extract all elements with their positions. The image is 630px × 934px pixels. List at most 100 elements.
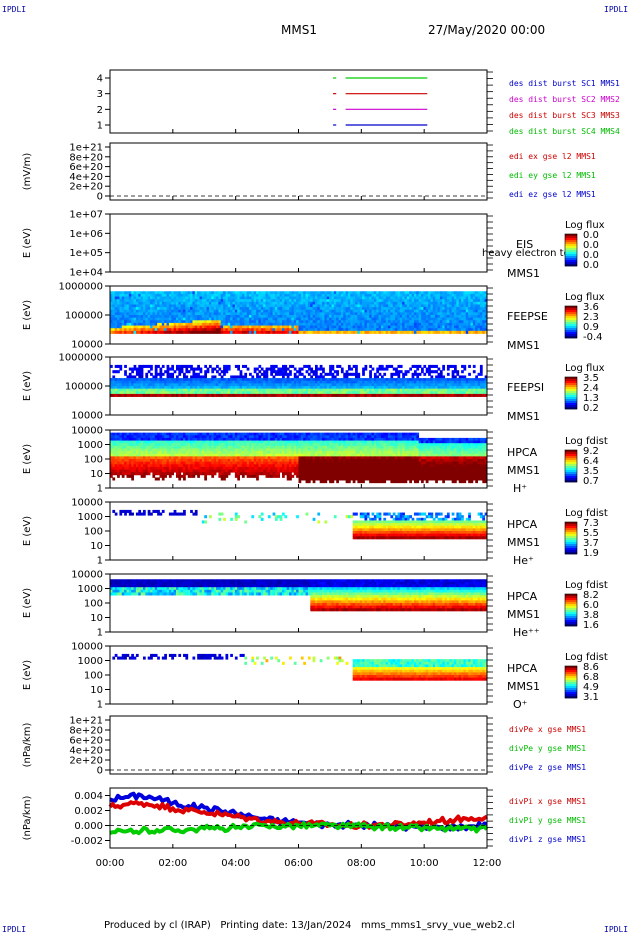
- colorbar-cell: [565, 454, 577, 457]
- legend-entry: des dist burst SC2 MMS2: [509, 95, 620, 104]
- y-tick-label: 0.004: [74, 791, 103, 802]
- colorbar-cell: [565, 264, 577, 267]
- colorbar-cell: [565, 614, 577, 617]
- footer: Produced by cl (IRAP) Printing date: 13/…: [104, 920, 515, 931]
- y-tick-label: 100: [84, 527, 103, 538]
- spectrogram-hpca_he: [112, 509, 488, 540]
- panel-eis: 1e+07 1e+06 1e+05 1e+04 E (eV) EIS MMS1 heavy e…: [22, 210, 605, 281]
- colorbar-cell: [565, 594, 577, 597]
- colorbar-tick-label: 6.4: [583, 456, 599, 467]
- colorbar-title: Log flux: [565, 363, 605, 374]
- panel-label: MMS1: [507, 536, 540, 549]
- y-tick-label: 4: [97, 74, 103, 85]
- colorbar-cell: [565, 610, 577, 613]
- y-axis-label: E (eV): [22, 228, 33, 258]
- y-tick-label: 100000: [65, 311, 103, 322]
- panel-label: EIS: [516, 238, 533, 251]
- colorbar-cell: [565, 526, 577, 529]
- y-tick-label: 1e+05: [69, 248, 103, 259]
- colorbar-cell: [565, 248, 577, 251]
- colorbar-cell: [565, 236, 577, 239]
- colorbar-cell: [565, 696, 577, 699]
- y-tick-label: 1e+21: [69, 143, 103, 154]
- colorbar-cell: [565, 393, 577, 396]
- corner-label-bottom-right: IPDLI: [604, 925, 629, 934]
- panel-label: FEEPSE: [507, 310, 548, 323]
- x-tick-label: 10:00: [410, 858, 439, 869]
- colorbar-cell: [565, 389, 577, 392]
- colorbar-cell: [565, 258, 577, 261]
- panel-hpca_o: 10000 1000 100 10 1 E (eV) HPCA MMS1 O⁺ Log fdist…: [22, 642, 608, 712]
- y-tick-label: 1000: [78, 656, 103, 667]
- y-axis-label: (nPa/km): [22, 796, 33, 841]
- panel-frame: [109, 787, 488, 849]
- y-tick-label: 10: [90, 469, 103, 480]
- y-tick-label: 10: [90, 541, 103, 552]
- y-tick-label: 100: [84, 671, 103, 682]
- colorbar-cell: [565, 616, 577, 619]
- colorbar-cell: [565, 478, 577, 481]
- colorbar-cell: [565, 250, 577, 253]
- colorbar-title: Log fdist: [565, 436, 608, 447]
- colorbar-cell: [565, 528, 577, 531]
- colorbar-tick-label: 5.5: [583, 528, 599, 539]
- y-tick-label: 2e+20: [69, 756, 103, 767]
- colorbar-cell: [565, 464, 577, 467]
- footer-filename: mms_mms1_srvy_vue_web2.cl: [360, 920, 515, 931]
- colorbar-cell: [565, 618, 577, 621]
- colorbar-cell: [565, 468, 577, 471]
- legend-entry: des dist burst SC1 MMS1: [509, 79, 620, 88]
- legend-entry: edi ey gse l2 MMS1: [509, 171, 596, 180]
- colorbar-cell: [565, 476, 577, 479]
- y-tick-label: 1e+04: [69, 268, 103, 279]
- colorbar-cell: [565, 666, 577, 669]
- y-tick-label: 1: [97, 484, 103, 495]
- panel-label: HPCA: [507, 590, 538, 603]
- colorbar-cell: [565, 244, 577, 247]
- colorbar-cell: [565, 320, 577, 323]
- x-tick-label: 00:00: [96, 858, 125, 869]
- y-tick-label: 10: [90, 685, 103, 696]
- colorbar-cell: [565, 676, 577, 679]
- spectrogram-hpca_hepp: [110, 579, 488, 612]
- colorbar-tick-label: 3.5: [583, 373, 599, 384]
- colorbar-cell: [565, 399, 577, 402]
- colorbar-cell: [565, 246, 577, 249]
- colorbar-cell: [565, 377, 577, 380]
- header-mission: MMS1: [281, 23, 317, 37]
- y-tick-label: 10000: [71, 642, 103, 653]
- colorbar-cell: [565, 322, 577, 325]
- colorbar-cell: [565, 254, 577, 257]
- y-axis-label: E (eV): [22, 371, 33, 401]
- colorbar-cell: [565, 540, 577, 543]
- y-tick-label: 10: [90, 613, 103, 624]
- colorbar-tick-label: 0.7: [583, 476, 599, 487]
- colorbar-cell: [565, 538, 577, 541]
- y-tick-label: 100: [84, 455, 103, 466]
- x-tick-label: 04:00: [221, 858, 250, 869]
- y-tick-label: 100: [84, 599, 103, 610]
- colorbar-cell: [565, 622, 577, 625]
- colorbar-tick-label: 3.5: [583, 466, 599, 477]
- colorbar-tick-label: 2.3: [583, 312, 599, 323]
- x-tick-label: 08:00: [347, 858, 376, 869]
- y-tick-label: 10000: [71, 498, 103, 509]
- colorbar-title: Log flux: [565, 220, 605, 231]
- y-tick-label: 1000: [78, 512, 103, 523]
- series-1: [108, 800, 489, 830]
- colorbar-frame: [564, 233, 578, 267]
- colorbar-title: Log fdist: [565, 508, 608, 519]
- y-tick-label: 3: [97, 89, 103, 100]
- colorbar-cell: [565, 684, 577, 687]
- y-tick-label: 10000: [71, 570, 103, 581]
- panel-frame: [109, 715, 488, 775]
- y-tick-label: 0.000: [74, 821, 103, 832]
- spectrogram-hpca_h: [110, 432, 488, 484]
- colorbar-cell: [565, 395, 577, 398]
- colorbar-cell: [565, 252, 577, 255]
- legend-entry: divPe z gse MMS1: [509, 763, 586, 772]
- colorbar-cell: [565, 332, 577, 335]
- colorbar-cell: [565, 401, 577, 404]
- overlay-label: heavy electron to: [482, 248, 570, 259]
- panel-label: MMS1: [507, 680, 540, 693]
